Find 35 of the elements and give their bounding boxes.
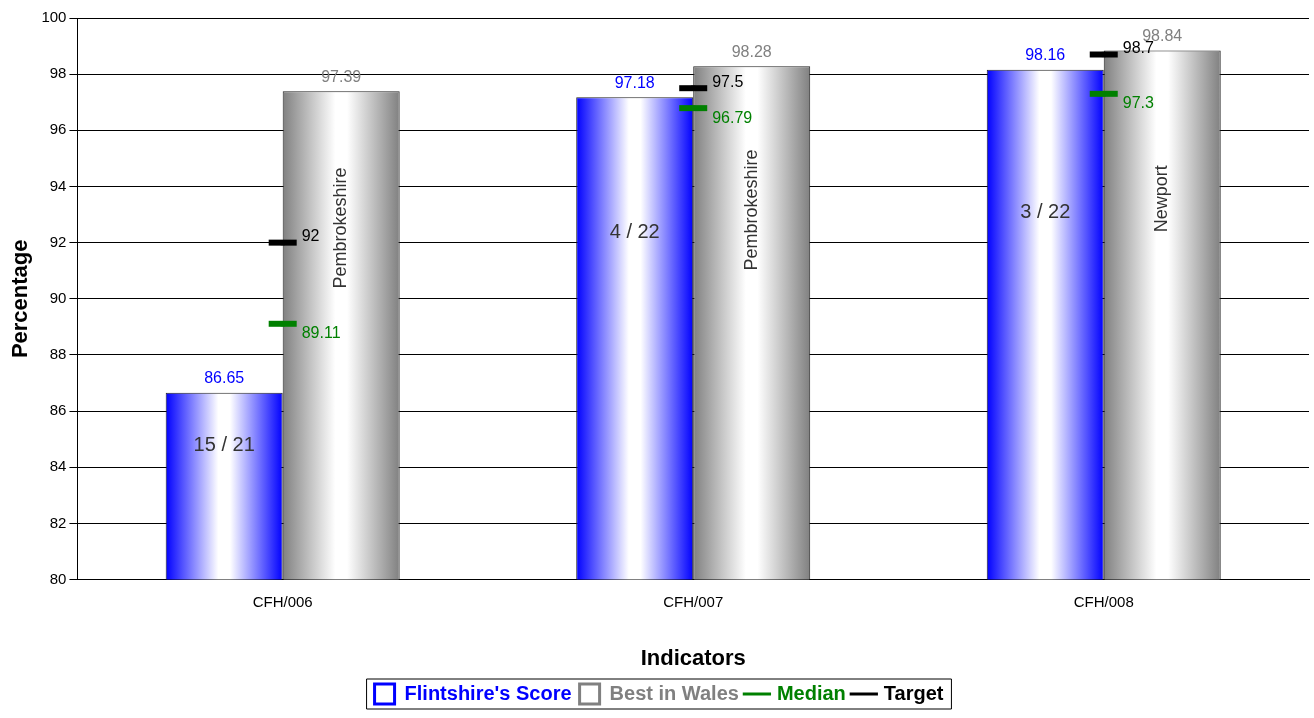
x-tick-label: CFH/007 [663,592,724,610]
legend-label: Target [883,681,944,704]
y-tick-label: 80 [49,569,67,587]
y-tick-label: 94 [49,176,67,194]
y-tick-label: 98 [49,64,67,82]
data-label: 92 [301,227,320,245]
y-axis-title: Percentage [7,239,33,359]
data-label: 97.3 [1122,94,1154,112]
data-label: 98.16 [1025,46,1066,64]
y-tick-label: 96 [49,120,67,138]
x-tick-label: CFH/008 [1073,592,1134,610]
legend-label: Flintshire's Score [404,681,572,704]
y-tick-label: 82 [49,513,67,531]
annotation: Newport [1151,165,1172,233]
annotation: 4 / 22 [609,219,660,242]
y-tick-label: 88 [49,345,67,363]
data-label: 98.28 [731,42,772,60]
annotation: 3 / 22 [1020,199,1071,222]
annotation: 15 / 21 [193,432,255,455]
y-tick-label: 100 [41,8,67,26]
data-label: 89.11 [301,324,341,342]
data-label: 97.18 [614,73,655,91]
x-axis-title: Indicators [640,644,746,670]
x-tick-label: CFH/006 [252,592,313,610]
y-tick-label: 90 [49,288,67,306]
data-label: 97.5 [712,72,744,90]
y-tick-label: 84 [49,457,67,475]
annotation: Pembrokeshire [330,167,351,289]
legend-label: Best in Wales [609,681,739,704]
y-tick-label: 92 [49,232,67,250]
y-tick-label: 86 [49,401,67,419]
data-label: 86.65 [204,369,245,387]
legend-label: Median [776,681,846,704]
data-label: 96.79 [712,108,753,126]
annotation: Pembrokeshire [740,149,761,271]
